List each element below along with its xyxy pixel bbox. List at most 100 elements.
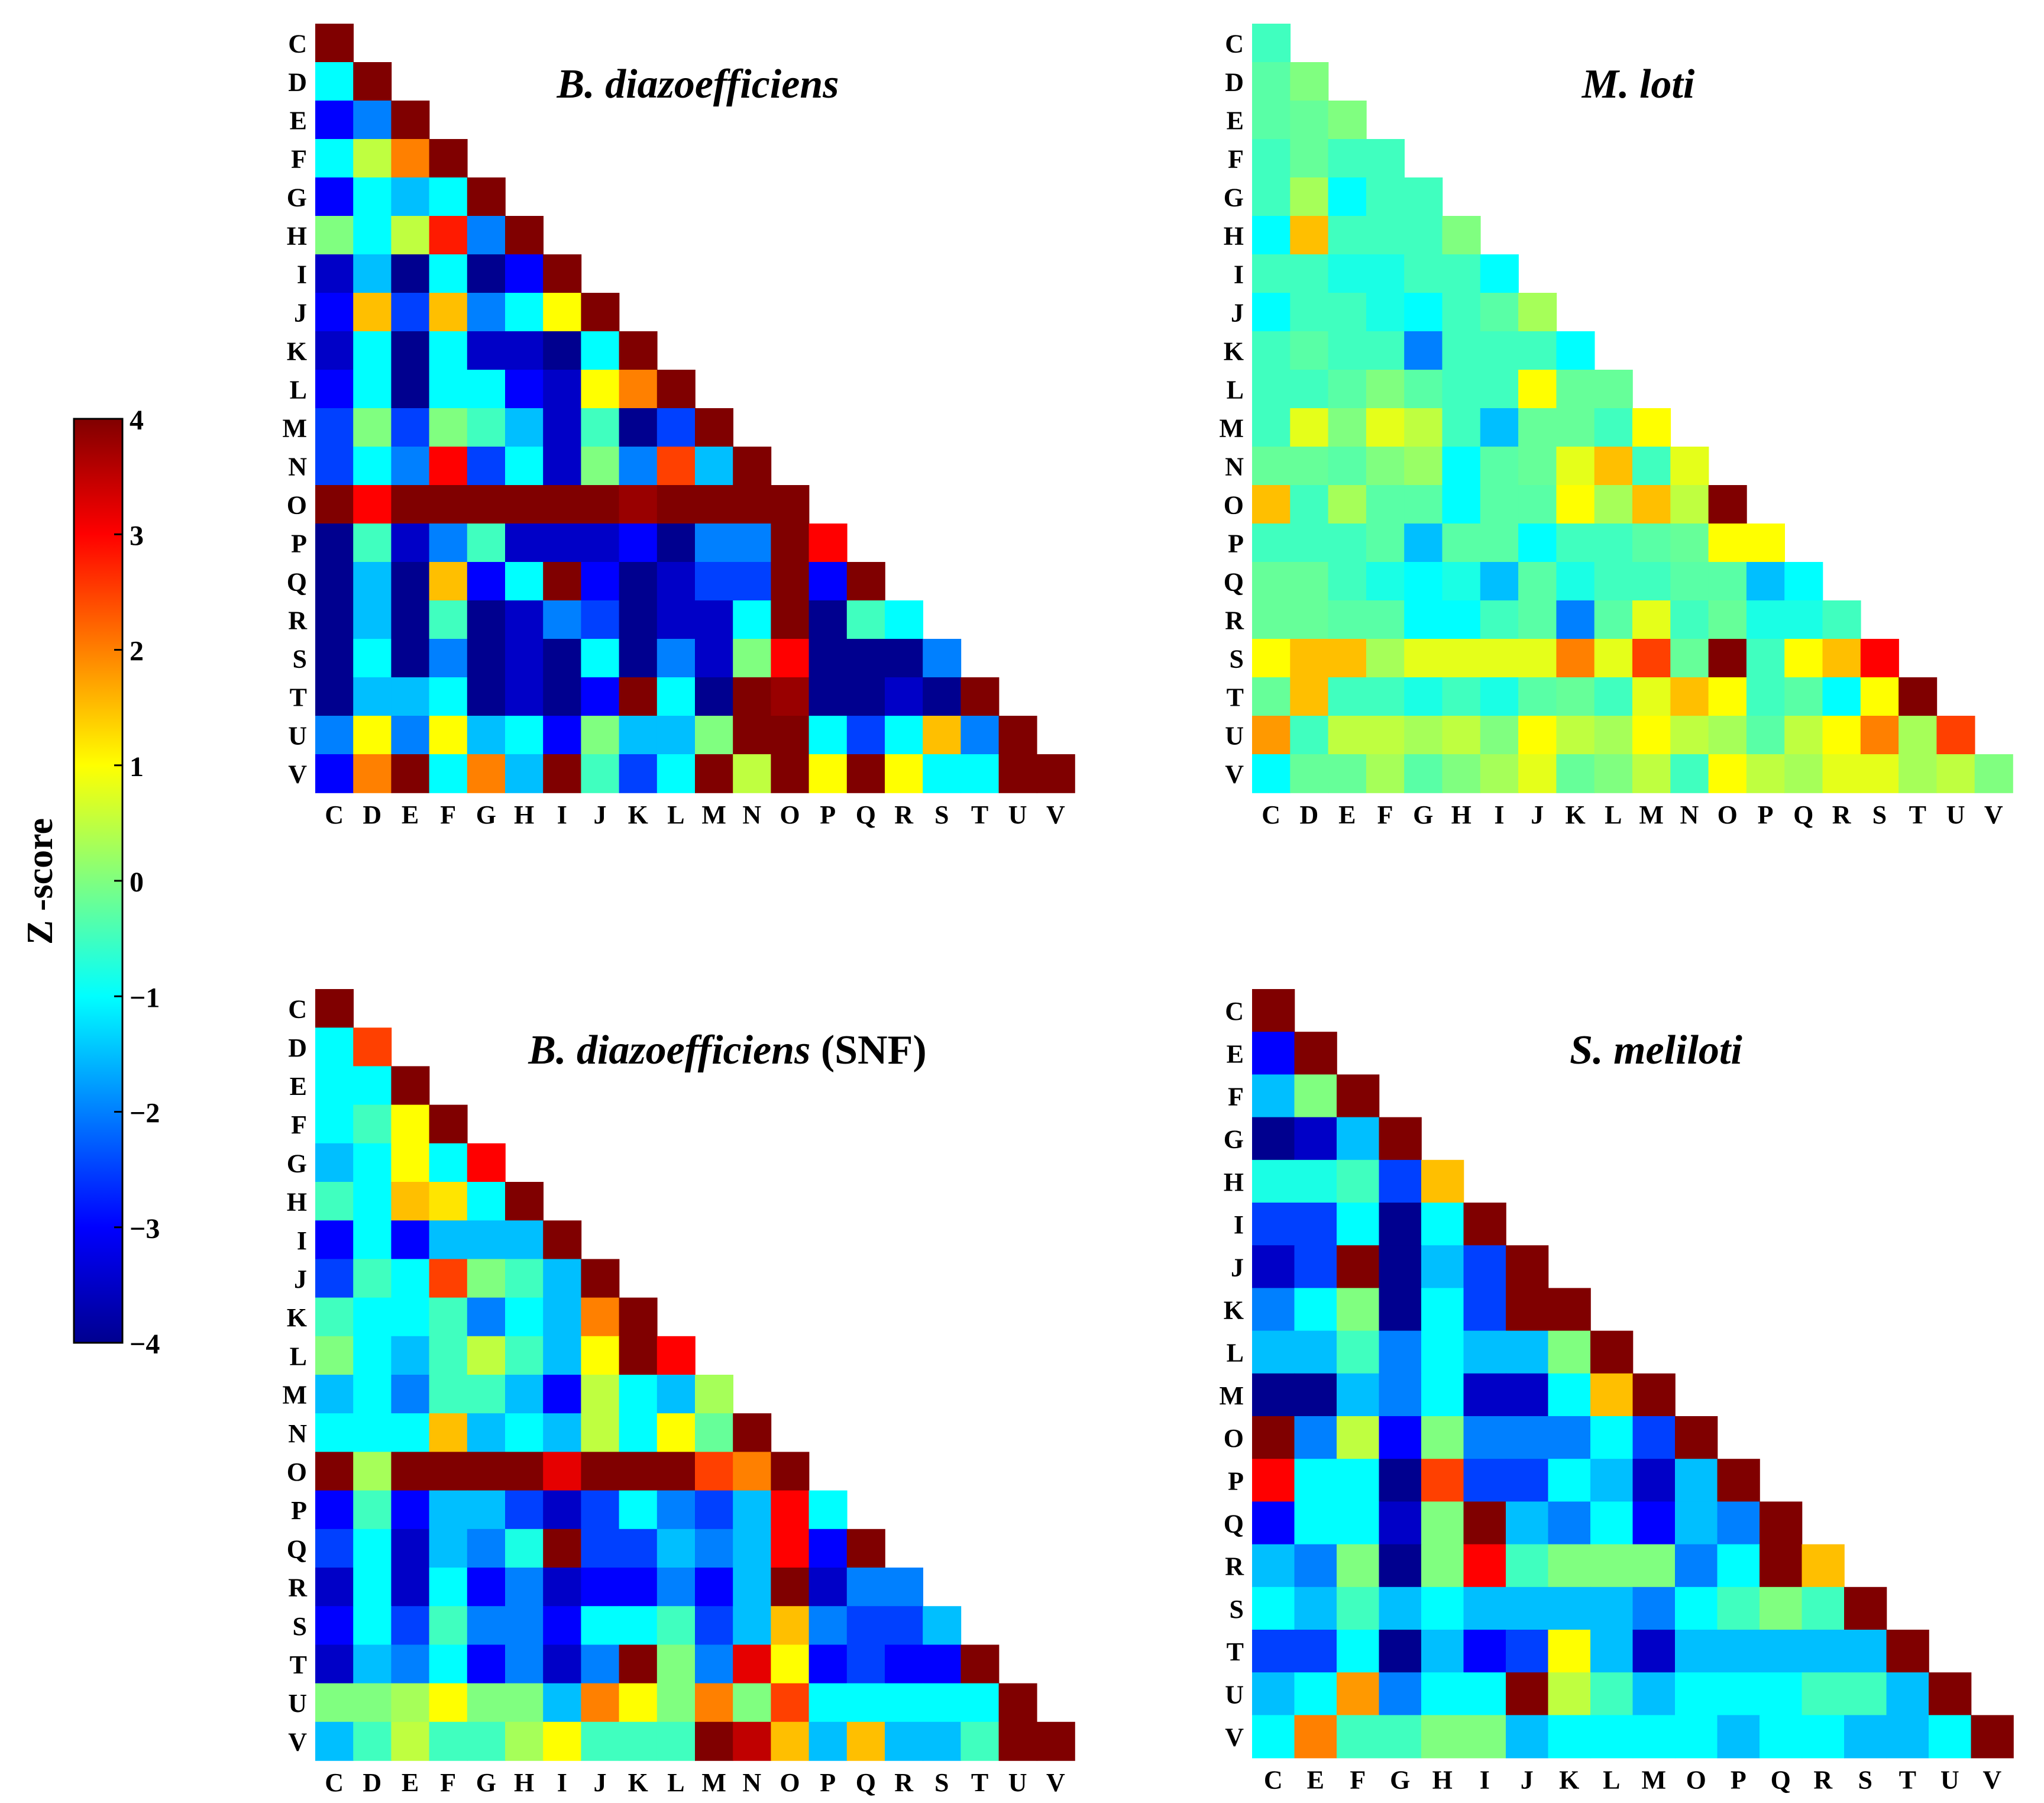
heatmap-cell (923, 1683, 962, 1723)
heatmap-cell (391, 562, 430, 601)
heatmap-cell (1746, 754, 1785, 793)
heatmap-cell (1290, 331, 1329, 370)
heatmap-cell (353, 370, 392, 409)
heatmap-cell (1366, 754, 1405, 793)
heatmap-cell (467, 1375, 506, 1414)
column-label: L (667, 800, 684, 829)
heatmap-cell (1632, 639, 1671, 678)
heatmap-cell (1506, 1672, 1549, 1716)
heatmap-cell (1366, 254, 1405, 293)
heatmap-cell (505, 1452, 544, 1491)
heatmap-cell (1675, 1630, 1718, 1673)
heatmap-cell (1442, 677, 1481, 716)
heatmap-cell (429, 1104, 468, 1144)
heatmap-cell (885, 677, 923, 716)
heatmap-cell (315, 1606, 354, 1646)
row-label: O (1224, 491, 1244, 520)
heatmap-cell (315, 1683, 354, 1723)
heatmap-cell (391, 293, 430, 332)
heatmap-cell (1506, 1288, 1549, 1332)
heatmap-cell (619, 1452, 658, 1491)
column-label: H (514, 1768, 534, 1797)
heatmap-cell (1337, 1373, 1380, 1417)
heatmap-cell (1760, 1715, 1803, 1759)
row-label: T (290, 1650, 307, 1679)
heatmap-cell (467, 1644, 506, 1684)
heatmap-cell (885, 1568, 923, 1607)
heatmap-cell (1556, 370, 1595, 409)
heatmap-cell (1337, 1245, 1380, 1289)
heatmap-cell (1379, 1245, 1422, 1289)
heatmap-cell (1442, 754, 1481, 793)
heatmap-cell (733, 562, 772, 601)
heatmap-cell (1822, 639, 1861, 678)
heatmap-cell (581, 1375, 620, 1414)
row-label: V (288, 760, 307, 789)
heatmap-cell (1590, 1330, 1634, 1374)
heatmap-cell (429, 485, 468, 524)
heatmap-cell (808, 1529, 848, 1568)
heatmap-cell (581, 447, 620, 486)
heatmap-cell (656, 1375, 696, 1414)
heatmap-cell (695, 716, 733, 755)
heatmap-cell (391, 524, 430, 563)
heatmap-cell (1929, 1715, 1972, 1759)
heatmap-cell (619, 1644, 658, 1684)
heatmap-cell (1717, 1586, 1760, 1630)
heatmap-cell (1632, 600, 1671, 639)
heatmap-cell (1252, 293, 1291, 332)
heatmap-cell (1802, 1586, 1845, 1630)
heatmap-cell (315, 562, 354, 601)
heatmap-cell (1548, 1544, 1591, 1588)
column-label: O (780, 1768, 800, 1797)
heatmap-cell (1632, 1715, 1676, 1759)
heatmap-cell (1404, 677, 1443, 716)
heatmap-cell (885, 600, 923, 639)
heatmap-cell (733, 524, 772, 563)
heatmap-cell (1328, 485, 1367, 524)
heatmap-cell (1708, 677, 1747, 716)
row-label: J (294, 299, 307, 328)
heatmap-cell (885, 1683, 923, 1723)
heatmap-cell (1252, 216, 1291, 255)
heatmap-cell (543, 331, 582, 370)
heatmap-cell (1548, 1630, 1591, 1673)
heatmap-cell (353, 62, 392, 101)
heatmap-cell (1548, 1715, 1591, 1759)
heatmap-cell (1337, 1501, 1380, 1545)
heatmap-cell (353, 1644, 392, 1684)
heatmap-cell (656, 1606, 696, 1646)
heatmap-cell (543, 562, 582, 601)
heatmap-cell (1252, 600, 1291, 639)
heatmap-cell (353, 562, 392, 601)
heatmap-cell (771, 1606, 810, 1646)
heatmap-cell (733, 1490, 772, 1530)
column-label: C (325, 1768, 344, 1797)
row-label: G (1224, 1125, 1244, 1154)
row-label: H (287, 222, 307, 251)
heatmap-cell (353, 1220, 392, 1260)
heatmap-cell (581, 600, 620, 639)
heatmap-cell (1252, 1203, 1295, 1246)
heatmap-cell (808, 1683, 848, 1723)
heatmap-cell (1760, 1672, 1803, 1716)
column-label: P (1758, 800, 1774, 829)
row-label: D (288, 1033, 307, 1062)
heatmap-cell (1860, 716, 1899, 755)
heatmap-cell (1036, 1721, 1075, 1761)
heatmap-cell (1442, 331, 1481, 370)
row-label: L (290, 1342, 307, 1371)
row-label: I (1234, 260, 1244, 289)
heatmap-cell (733, 1721, 772, 1761)
heatmap-cell (1632, 408, 1671, 447)
column-label: V (1982, 1766, 2001, 1795)
heatmap-cell (1328, 139, 1367, 178)
heatmap-cell (1506, 1501, 1549, 1545)
heatmap-cell (1670, 716, 1709, 755)
heatmap-cell (505, 639, 544, 678)
heatmap-cell (315, 293, 354, 332)
heatmap-cell (808, 562, 848, 601)
heatmap-cell (1518, 524, 1557, 563)
heatmap-cell (1328, 600, 1367, 639)
